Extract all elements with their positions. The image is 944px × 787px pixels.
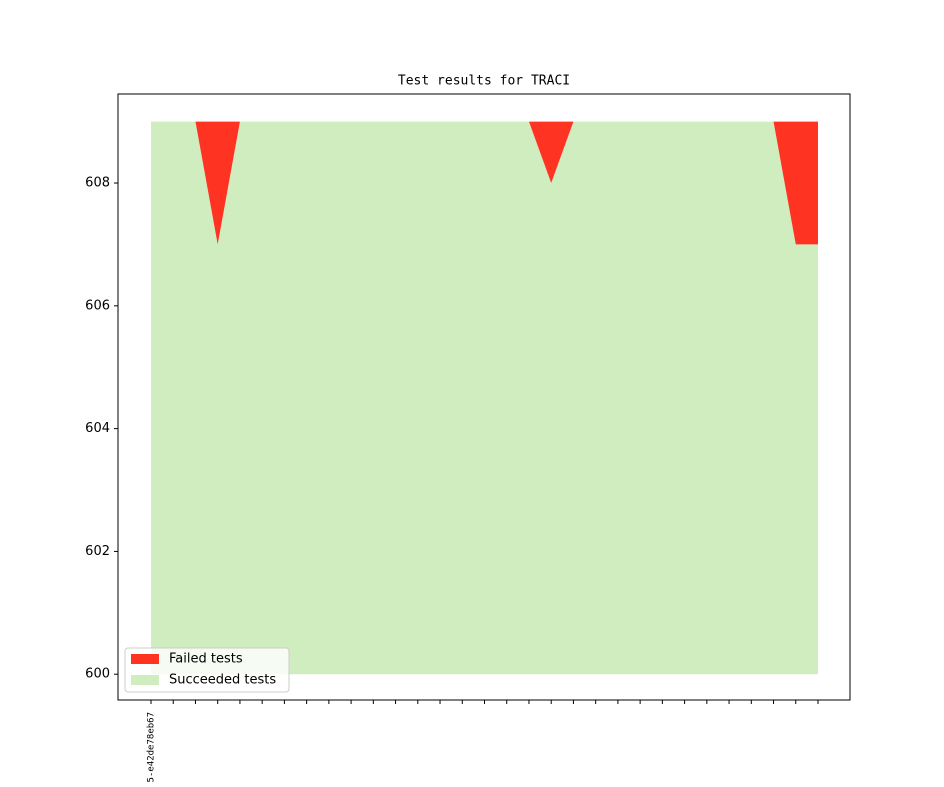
legend-label: Succeeded tests [169,673,276,688]
legend-label: Failed tests [169,652,243,667]
y-tick-label: 602 [85,544,110,559]
legend: Failed tests Succeeded tests [124,647,290,693]
chart-title: Test results for TRACI [398,74,570,89]
y-tick-label: 608 [85,176,110,191]
legend-frame [124,647,290,693]
x-tick-label: 5-e42de78eb67 [147,712,157,782]
area [151,121,818,675]
legend-swatch [131,675,159,685]
legend-swatch [131,654,159,664]
area [151,121,818,245]
y-tick-label: 604 [85,421,110,436]
y-tick-label: 606 [85,298,110,313]
y-tick-label: 600 [85,667,110,682]
